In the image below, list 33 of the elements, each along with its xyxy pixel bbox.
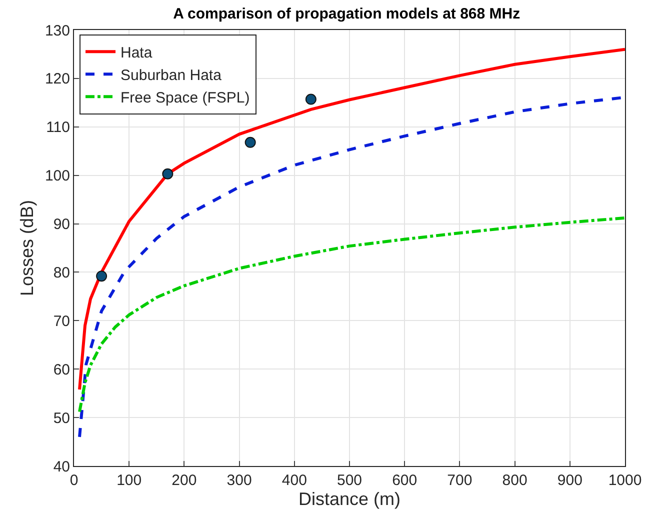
x-tick-label: 400 xyxy=(282,472,307,489)
x-tick-label: 600 xyxy=(392,472,418,489)
line-series xyxy=(78,48,625,391)
legend-label: Hata xyxy=(120,44,153,62)
x-tick-label: 900 xyxy=(557,472,582,489)
x-tick-label: 300 xyxy=(226,472,252,489)
legend-label: Suburban Hata xyxy=(120,66,222,84)
chart-title: A comparison of propagation models at 868 MHz xyxy=(173,5,520,22)
x-tick-label: 1000 xyxy=(608,472,642,489)
y-tick-label: 80 xyxy=(53,264,70,282)
x-tick-label: 800 xyxy=(502,472,528,489)
y-tick-label: 110 xyxy=(46,119,70,136)
y-tick-label: 130 xyxy=(44,22,70,40)
x-tick-label: 700 xyxy=(447,472,472,489)
x-tick-label: 500 xyxy=(336,472,362,489)
y-tick-label: 50 xyxy=(53,410,70,427)
x-tick-label: 0 xyxy=(70,472,78,489)
y-tick-label: 70 xyxy=(53,312,70,330)
y-tick-label: 40 xyxy=(53,458,70,476)
x-axis-title: Distance (m) xyxy=(298,489,401,510)
point xyxy=(244,136,256,148)
x-tick-label: 100 xyxy=(116,472,142,489)
legend-label: Free Space (FSPL) xyxy=(120,89,250,106)
line-series xyxy=(78,216,625,414)
y-axis-title: Losses (dB) xyxy=(17,200,38,296)
point xyxy=(162,168,174,180)
point xyxy=(96,270,108,282)
y-tick-label: 90 xyxy=(53,216,70,234)
y-tick-label: 60 xyxy=(53,361,70,378)
point xyxy=(305,94,316,105)
y-tick-label: 100 xyxy=(44,168,70,185)
y-tick-label: 120 xyxy=(44,70,70,88)
x-tick-label: 200 xyxy=(172,472,197,489)
